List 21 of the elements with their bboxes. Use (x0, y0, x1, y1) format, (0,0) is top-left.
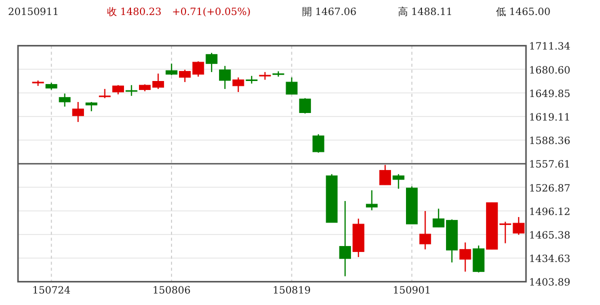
y-tick-label: 1649.85 (529, 88, 570, 100)
y-tick-label: 1588.36 (529, 136, 570, 148)
x-tick-label: 150819 (272, 286, 311, 297)
text: +0.71(+0.05%) (172, 7, 251, 18)
text: 高 1488.11 (398, 6, 453, 18)
y-tick-label: 1465.38 (529, 230, 570, 242)
y-tick-label: 1711.34 (529, 42, 570, 53)
y-tick-label: 1403.89 (529, 278, 570, 289)
y-tick-label: 1526.87 (529, 183, 570, 194)
text: 開 1467.06 (302, 7, 357, 18)
y-tick-label: 1619.11 (529, 112, 570, 124)
y-tick-label: 1434.63 (529, 254, 570, 266)
x-tick-label: 150806 (152, 286, 191, 297)
text: 收 1480.23 (107, 7, 162, 18)
y-tick-label: 1680.60 (529, 65, 570, 76)
y-tick-label: 1496.12 (529, 206, 570, 218)
x-tick-label: 150724 (32, 286, 70, 297)
chart-title: 20150911 (8, 7, 59, 18)
y-tick-label: 1557.61 (529, 160, 570, 171)
text: 低 1465.00 (496, 7, 551, 18)
x-tick-label: 150901 (392, 286, 431, 297)
